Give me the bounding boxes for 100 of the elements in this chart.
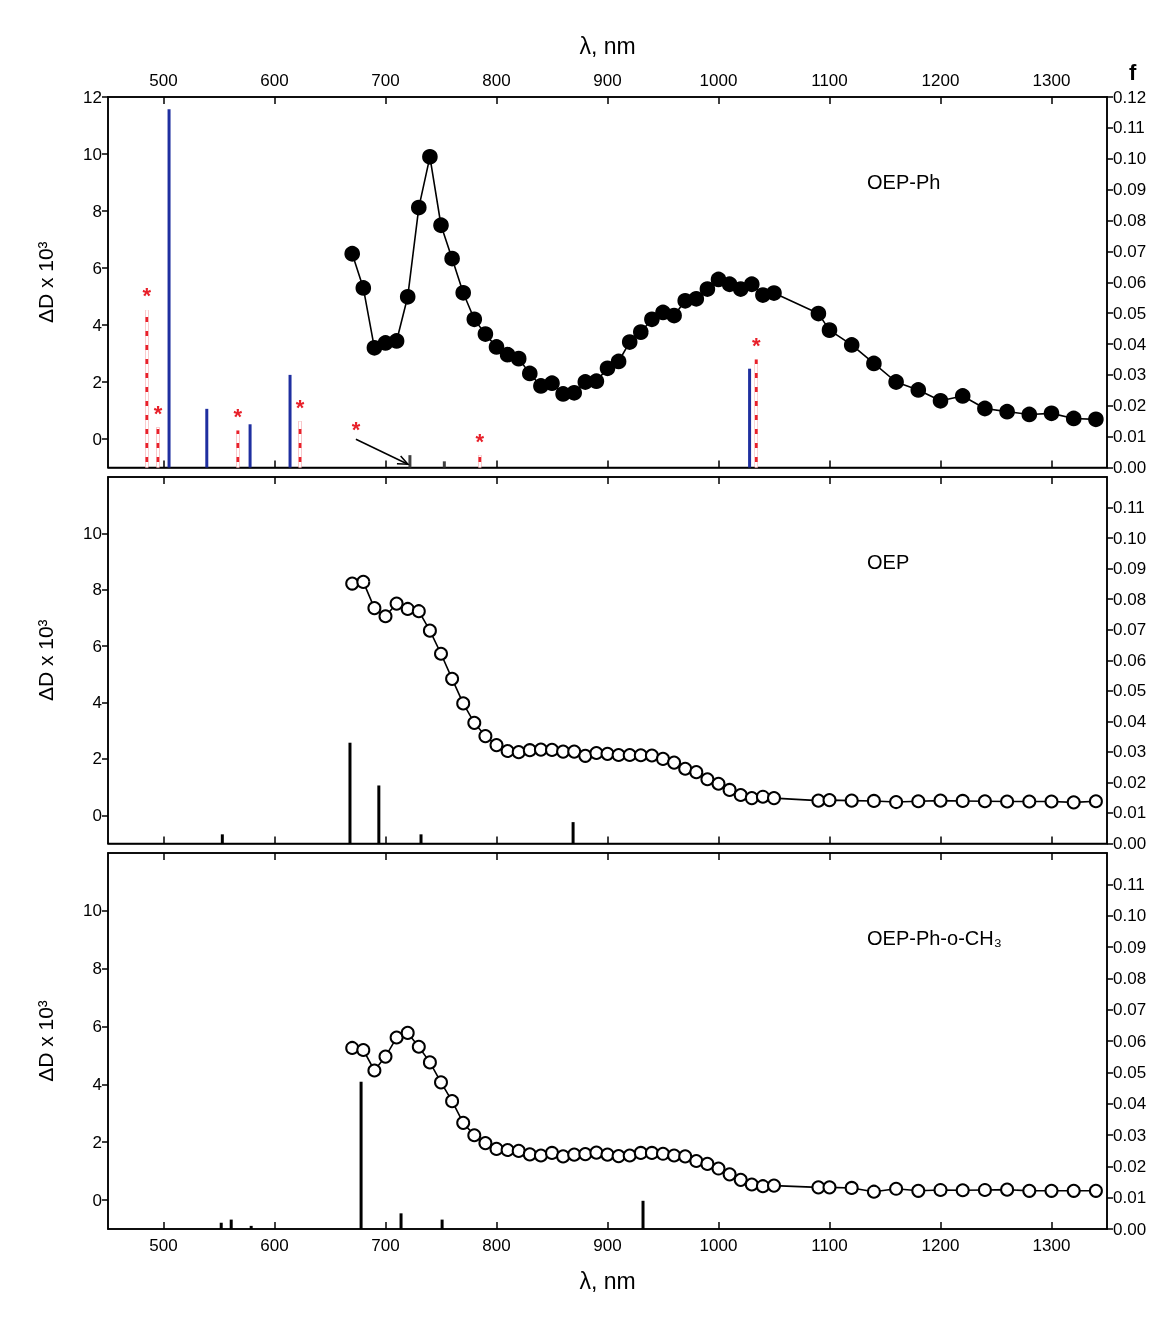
point: [589, 1145, 604, 1160]
point: [478, 1136, 493, 1151]
y-axis-title: ΔD x 10³: [34, 241, 57, 324]
x-tick-label: 700: [371, 1236, 400, 1255]
point: [977, 400, 993, 417]
point: [344, 245, 360, 262]
point: [1066, 795, 1081, 810]
point: [345, 1040, 360, 1055]
point: [522, 743, 537, 758]
x-tick-label: 500: [149, 1236, 178, 1255]
point: [755, 789, 770, 804]
y2-tick-label: 0.05: [1113, 681, 1147, 701]
text: OEP: [867, 551, 910, 573]
x-tick-label: 800: [482, 1236, 511, 1255]
point: [711, 1161, 726, 1176]
x-tick-label: 1100: [811, 71, 848, 90]
x-tick-label: 1000: [699, 71, 738, 90]
point: [533, 1148, 548, 1163]
y2-tick-label: 0.02: [1113, 772, 1147, 792]
bar: [408, 455, 412, 468]
x-tick-label: 900: [593, 1236, 622, 1255]
x-tick-label: 1300: [1032, 71, 1071, 90]
point: [522, 365, 538, 382]
point: [844, 793, 859, 808]
point: [422, 623, 437, 638]
y-tick-label: 8: [92, 959, 102, 979]
point: [556, 744, 571, 759]
point: [489, 1141, 504, 1156]
y2-tick-label: 0.03: [1113, 742, 1147, 762]
point: [611, 1149, 626, 1164]
point: [1065, 410, 1082, 427]
x-tick-label: 600: [260, 71, 289, 90]
point: [434, 646, 448, 661]
point: [578, 1147, 593, 1162]
point: [456, 1115, 471, 1130]
y2-tick-label: 0.03: [1113, 365, 1147, 385]
point: [355, 280, 372, 296]
y2-tick-label: 0.09: [1113, 559, 1147, 579]
point: [722, 782, 737, 797]
annotation: *: [142, 283, 152, 309]
y2-tick-label: 0.00: [1113, 1219, 1147, 1239]
x-tick-label: 1100: [811, 1236, 848, 1255]
point: [889, 1181, 904, 1196]
point: [522, 1147, 537, 1162]
point: [633, 1145, 648, 1160]
point: [910, 382, 927, 398]
y2-tick-label: 0.11: [1113, 874, 1145, 894]
point: [1021, 406, 1038, 423]
point: [422, 1055, 437, 1070]
y-tick-label: 8: [92, 580, 102, 600]
y2-tick-label: 0.06: [1113, 650, 1147, 670]
x-tick-label: 900: [593, 71, 622, 90]
point: [766, 285, 782, 301]
point: [1000, 794, 1015, 809]
point: [433, 217, 449, 234]
point: [722, 1167, 737, 1182]
point: [1022, 794, 1037, 809]
y2-tick-label: 0.07: [1113, 620, 1147, 640]
point: [411, 604, 426, 619]
y2-tick-label: 0.01: [1113, 1188, 1147, 1208]
point: [578, 748, 593, 763]
point: [589, 746, 604, 760]
bar: [167, 109, 171, 468]
point: [500, 1143, 515, 1158]
point: [678, 761, 693, 776]
point: [477, 326, 494, 342]
x-axis-title: λ, nm: [579, 1267, 636, 1294]
point: [411, 199, 427, 216]
y2-axis-title: f: [1129, 59, 1137, 85]
y-axis-title: ΔD x 10³: [34, 619, 57, 702]
y-tick-label: 2: [92, 372, 102, 392]
text: OEP-Ph-o-CH₃: [867, 927, 1002, 949]
point: [767, 1178, 781, 1193]
point: [1088, 1183, 1103, 1198]
point: [911, 1183, 926, 1198]
point: [478, 729, 493, 744]
y-tick-label: 0: [92, 1190, 102, 1210]
y2-tick-label: 0.03: [1113, 1125, 1147, 1145]
point: [866, 793, 881, 808]
point: [389, 596, 404, 611]
point: [445, 1094, 460, 1109]
y-tick-label: 6: [92, 636, 102, 656]
point: [844, 1180, 859, 1195]
point: [456, 696, 471, 711]
point: [511, 1143, 526, 1158]
x-tick-label: 1000: [699, 1236, 738, 1255]
point: [389, 1030, 404, 1045]
point: [810, 305, 827, 322]
point: [400, 601, 415, 616]
y2-tick-label: 0.05: [1113, 303, 1147, 323]
text: OEP-Ph: [867, 171, 941, 193]
y-tick-label: 10: [83, 523, 102, 543]
point: [933, 1182, 948, 1197]
point: [467, 715, 482, 730]
point: [422, 149, 438, 165]
point: [977, 794, 992, 809]
point: [911, 794, 926, 809]
x-tick-label: 1200: [921, 71, 960, 90]
point: [356, 1042, 371, 1057]
annotation: *: [475, 428, 485, 454]
